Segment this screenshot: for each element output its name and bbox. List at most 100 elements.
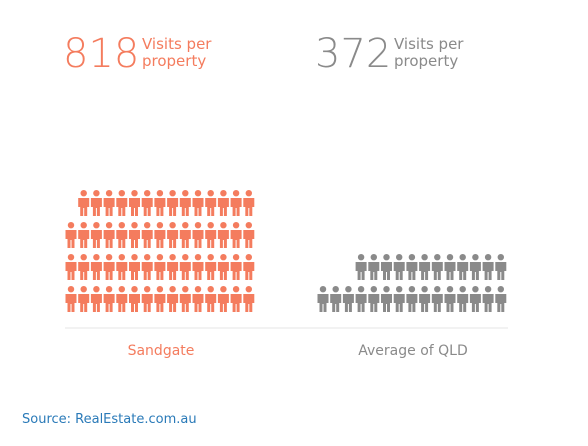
person-icon	[444, 254, 456, 280]
icon-body	[90, 294, 102, 312]
person-icon	[431, 286, 443, 312]
icon-body	[406, 294, 418, 312]
icon-body	[141, 230, 153, 248]
icon-body	[217, 262, 229, 280]
icon-head	[497, 286, 504, 293]
value-number: 818	[63, 31, 140, 77]
icon-head	[118, 222, 126, 229]
source: Source: RealEstate.com.au	[22, 412, 197, 427]
person-icon	[205, 286, 217, 312]
icon-head	[383, 286, 390, 293]
icon-head	[118, 286, 126, 293]
person-icon	[444, 286, 456, 312]
person-icon	[179, 190, 191, 216]
icon-head	[484, 254, 492, 261]
icon-head	[144, 286, 151, 293]
icon-head	[472, 254, 479, 261]
icon-head	[434, 286, 441, 293]
icon-head	[169, 254, 176, 261]
icon-body	[154, 294, 166, 312]
icon-head	[232, 190, 240, 197]
icon-head	[194, 190, 202, 197]
person-icon	[217, 254, 229, 280]
icon-head	[220, 286, 227, 293]
person-icon	[205, 254, 217, 280]
person-icon	[90, 222, 102, 248]
icon-head	[144, 254, 151, 261]
icon-body	[141, 262, 153, 280]
person-icon	[192, 190, 204, 216]
icon-body	[342, 294, 354, 312]
icon-head	[131, 190, 138, 197]
person-icon	[103, 222, 115, 248]
person-icon	[495, 286, 507, 312]
person-icon	[230, 286, 242, 312]
icon-body	[217, 230, 229, 248]
icon-body	[393, 262, 405, 280]
icon-body	[368, 262, 380, 280]
icon-head	[80, 222, 87, 229]
icon-body	[444, 262, 456, 280]
icon-head	[396, 286, 403, 293]
icon-body	[116, 230, 128, 248]
person-icon	[457, 254, 469, 280]
icon-body	[90, 262, 102, 280]
icon-body	[192, 294, 204, 312]
person-icon	[243, 190, 255, 216]
icon-body	[167, 262, 179, 280]
icon-body	[65, 262, 77, 280]
icon-group	[65, 190, 255, 312]
person-icon	[116, 254, 128, 280]
icon-body	[381, 262, 392, 280]
person-icon	[90, 286, 102, 312]
icon-head	[220, 254, 227, 261]
person-icon	[154, 222, 166, 248]
icon-body	[167, 230, 179, 248]
icon-head	[446, 254, 454, 261]
icon-head	[144, 222, 151, 229]
icon-head	[194, 254, 202, 261]
person-icon	[90, 190, 102, 216]
icon-head	[207, 222, 214, 229]
icon-head	[156, 254, 164, 261]
person-icon	[217, 222, 229, 248]
person-icon	[368, 286, 380, 312]
icon-body	[78, 262, 90, 280]
person-icon	[342, 286, 354, 312]
icon-body	[419, 262, 431, 280]
icon-head	[459, 286, 466, 293]
person-icon	[393, 254, 405, 280]
icon-body	[78, 294, 90, 312]
value-number: 372	[315, 31, 392, 77]
icon-body	[482, 262, 494, 280]
icon-head	[156, 222, 164, 229]
icon-head	[194, 286, 202, 293]
person-icon	[65, 222, 77, 248]
unit-label: Visits per property	[142, 35, 212, 70]
icon-body	[103, 262, 115, 280]
person-icon	[129, 254, 140, 280]
person-icon	[103, 190, 115, 216]
icon-head	[80, 190, 87, 197]
person-icon	[154, 286, 166, 312]
person-icon	[179, 286, 191, 312]
icon-group	[317, 254, 507, 312]
icon-head	[80, 254, 87, 261]
icon-body	[243, 198, 255, 216]
person-icon	[116, 190, 128, 216]
icon-head	[131, 286, 138, 293]
person-icon	[330, 286, 342, 312]
person-icon	[230, 190, 242, 216]
person-icon	[192, 254, 204, 280]
icon-body	[469, 262, 481, 280]
icon-head	[182, 190, 189, 197]
person-icon	[393, 286, 405, 312]
icon-body	[65, 294, 77, 312]
person-icon	[243, 222, 255, 248]
icon-head	[182, 286, 189, 293]
person-icon	[192, 222, 204, 248]
person-icon	[141, 190, 153, 216]
icon-body	[129, 262, 140, 280]
icon-head	[93, 254, 100, 261]
icon-head	[459, 254, 466, 261]
